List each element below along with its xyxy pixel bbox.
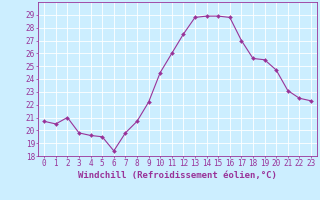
X-axis label: Windchill (Refroidissement éolien,°C): Windchill (Refroidissement éolien,°C) (78, 171, 277, 180)
